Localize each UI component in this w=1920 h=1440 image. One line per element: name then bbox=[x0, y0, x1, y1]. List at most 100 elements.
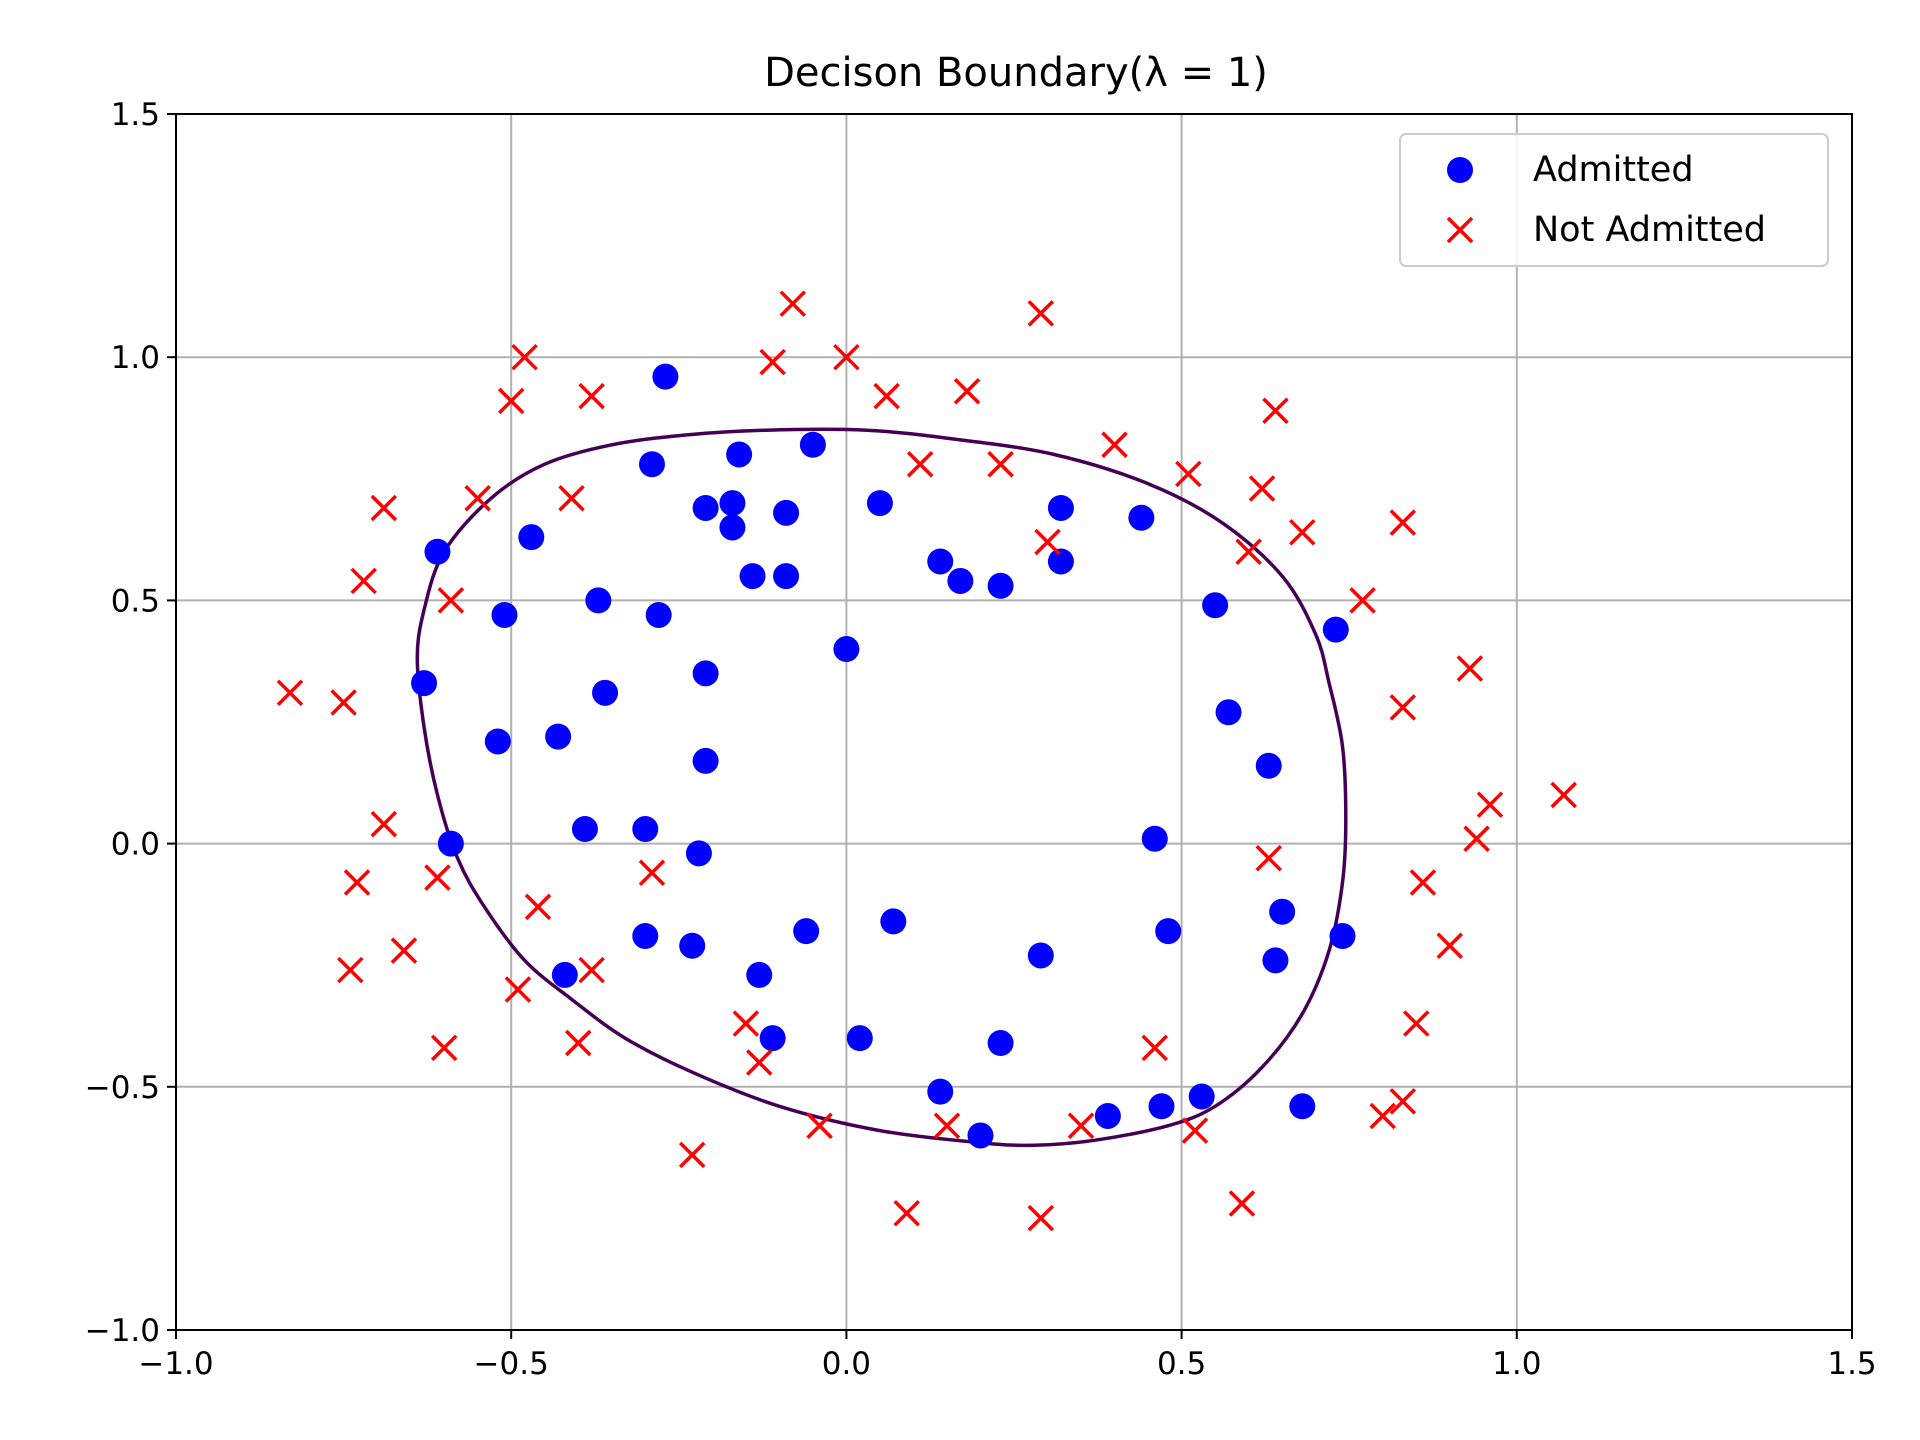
admitted-point bbox=[880, 908, 907, 935]
not-admitted-point bbox=[678, 1141, 706, 1169]
admitted-point bbox=[987, 1030, 1014, 1057]
admitted-point bbox=[1262, 947, 1289, 974]
not-admitted-point bbox=[370, 810, 398, 838]
y-tick-label: 0.0 bbox=[111, 827, 160, 863]
not-admitted-point bbox=[1027, 1204, 1055, 1232]
legend-marker-admitted bbox=[1447, 157, 1473, 183]
x-tick-label: 1.5 bbox=[1827, 1346, 1876, 1382]
admitted-point bbox=[484, 728, 511, 755]
y-tick-label: 0.5 bbox=[111, 583, 160, 619]
admitted-point bbox=[652, 363, 679, 390]
admitted-point bbox=[685, 840, 712, 867]
not-admitted-point bbox=[437, 587, 465, 614]
not-admitted-point bbox=[1181, 1117, 1209, 1144]
y-tick-label: −1.0 bbox=[85, 1313, 160, 1349]
not-admitted-point bbox=[1262, 397, 1289, 424]
not-admitted-point bbox=[732, 1010, 760, 1037]
not-admitted-point bbox=[337, 956, 364, 984]
not-admitted-point bbox=[1141, 1034, 1169, 1062]
admitted-point bbox=[1215, 699, 1242, 726]
admitted-point bbox=[551, 961, 578, 988]
x-tick-label: 0.0 bbox=[822, 1346, 871, 1382]
not-admitted-point bbox=[873, 382, 900, 410]
x-tick-label: −1.0 bbox=[138, 1346, 213, 1382]
not-admitted-point bbox=[276, 679, 304, 707]
not-admitted-point bbox=[1409, 869, 1437, 896]
not-admitted-point bbox=[1389, 509, 1417, 536]
admitted-point bbox=[1128, 504, 1155, 531]
legend-label-admitted: Admitted bbox=[1533, 150, 1694, 190]
not-admitted-point bbox=[1436, 932, 1463, 959]
not-admitted-point bbox=[370, 494, 398, 522]
admitted-point bbox=[947, 567, 974, 594]
ticks: −1.0 −0.5 0.0 0.5 1.0 1.5 −1.0 −0.5 0.0 0.5 1.0 1.5 bbox=[85, 97, 1877, 1382]
not-admitted-point bbox=[987, 450, 1014, 478]
not-admitted-point bbox=[1289, 519, 1316, 546]
decision-boundary bbox=[415, 427, 1348, 1148]
not-admitted-point bbox=[1235, 538, 1262, 565]
not-admitted-point bbox=[1550, 781, 1577, 809]
admitted-point bbox=[1202, 592, 1229, 619]
not-admitted-point bbox=[1027, 300, 1055, 327]
x-tick-label: 1.0 bbox=[1492, 1346, 1541, 1382]
x-tick-label: −0.5 bbox=[474, 1346, 549, 1382]
admitted-point bbox=[638, 451, 665, 478]
not-admitted-point bbox=[1034, 528, 1061, 556]
admitted-point bbox=[739, 563, 766, 590]
not-admitted-point bbox=[1389, 1088, 1417, 1115]
y-tick-label: 1.5 bbox=[111, 97, 160, 133]
not-admitted-point bbox=[578, 956, 605, 984]
not-admitted-point bbox=[1389, 694, 1417, 721]
admitted-point bbox=[518, 524, 545, 551]
admitted-point bbox=[632, 923, 659, 950]
admitted-point bbox=[746, 961, 773, 988]
admitted-point bbox=[571, 816, 598, 843]
not-admitted-point bbox=[953, 378, 981, 405]
not-admitted-point bbox=[558, 485, 585, 512]
admitted-point bbox=[793, 918, 820, 945]
admitted-point bbox=[545, 723, 572, 750]
not-admitted-point bbox=[759, 348, 786, 376]
legend-label-not-admitted: Not Admitted bbox=[1533, 210, 1766, 250]
admitted-point bbox=[411, 670, 438, 697]
not-admitted-point bbox=[1255, 844, 1282, 872]
admitted-point bbox=[692, 660, 719, 687]
admitted-point bbox=[437, 830, 464, 857]
admitted-point bbox=[773, 499, 800, 526]
not-admitted-point bbox=[779, 290, 807, 317]
not-admitted-point bbox=[906, 450, 934, 478]
admitted-point bbox=[1188, 1083, 1215, 1110]
not-admitted-point bbox=[511, 343, 538, 371]
not-admitted-point bbox=[1476, 791, 1504, 818]
admitted-point bbox=[1255, 752, 1282, 779]
admitted-point bbox=[833, 636, 860, 663]
admitted-point bbox=[866, 490, 893, 517]
not-admitted-point bbox=[424, 864, 451, 891]
not-admitted-point bbox=[1456, 655, 1484, 682]
admitted-point bbox=[679, 932, 706, 959]
not-admitted-point bbox=[504, 976, 532, 1003]
x-tick-label: 0.5 bbox=[1157, 1346, 1206, 1382]
not-admitted-point bbox=[1101, 431, 1128, 458]
admitted-point bbox=[719, 490, 746, 517]
legend: Admitted Not Admitted bbox=[1399, 133, 1829, 267]
not-admitted-point bbox=[833, 343, 860, 371]
not-admitted-point bbox=[1349, 587, 1376, 614]
admitted-point bbox=[759, 1025, 786, 1052]
not-admitted-point bbox=[330, 689, 357, 716]
not-admitted-point bbox=[1463, 825, 1490, 852]
not-admitted-point bbox=[464, 485, 491, 512]
not-admitted-point bbox=[1248, 475, 1276, 502]
chart-title: Decison Boundary(λ = 1) bbox=[764, 50, 1268, 96]
not-admitted-point bbox=[638, 859, 666, 887]
admitted-point bbox=[645, 601, 672, 628]
not-admitted-point bbox=[806, 1112, 833, 1139]
admitted-point bbox=[987, 572, 1014, 599]
decision-boundary-layer bbox=[415, 427, 1348, 1148]
admitted-point bbox=[773, 563, 800, 590]
admitted-point bbox=[1047, 548, 1074, 575]
legend-box bbox=[1399, 133, 1829, 267]
admitted-point bbox=[1322, 616, 1349, 643]
admitted-point bbox=[1329, 923, 1356, 950]
admitted-point bbox=[692, 747, 719, 774]
